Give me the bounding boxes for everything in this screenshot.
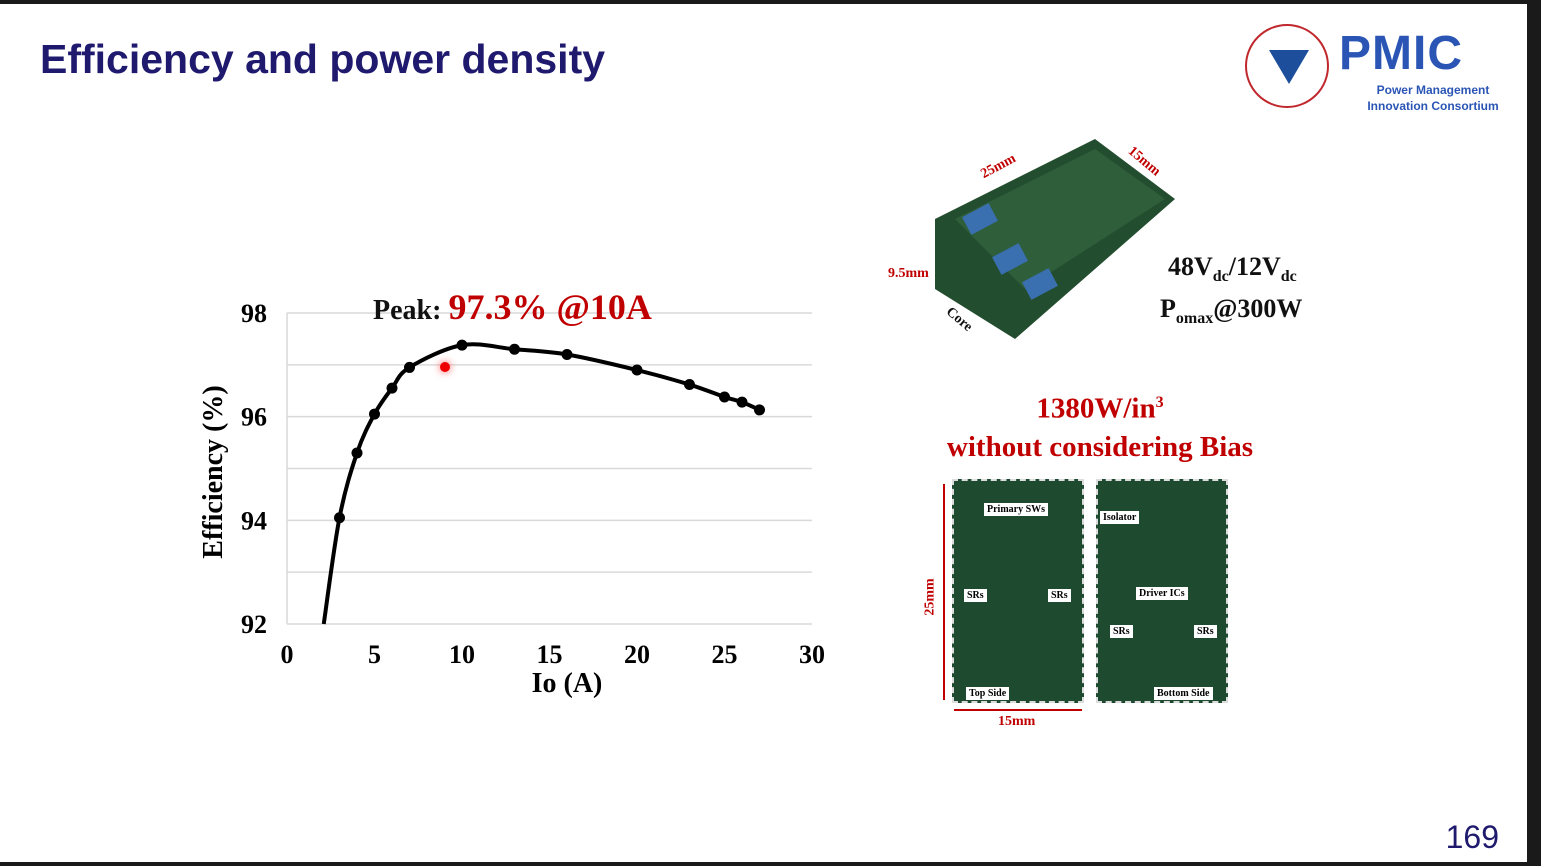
data-point	[369, 408, 380, 420]
data-point	[719, 391, 730, 403]
y-axis-label: Efficiency (%)	[198, 385, 229, 558]
y-tick-label: 92	[241, 610, 267, 639]
y-tick-label: 98	[241, 299, 267, 328]
data-point	[754, 404, 765, 416]
logo: PMIC Power Management Innovation Consorti…	[1245, 24, 1505, 114]
y-tick-label: 96	[241, 403, 267, 432]
slide: Efficiency and power density PMIC Power …	[0, 4, 1527, 862]
pmic-logo: PMIC	[1339, 27, 1463, 80]
slide-title: Efficiency and power density	[40, 36, 606, 82]
data-point	[351, 447, 363, 459]
efficiency-chart: 0 5 10 15 20 25 30 92 94 96 98 Io (A) Efficiency (…	[198, 299, 825, 699]
data-point	[631, 364, 643, 376]
data-point	[736, 396, 748, 408]
bottom-side-photo: Isolator Driver ICs SRs SRs Bottom Side	[1096, 479, 1228, 703]
x-tick-label: 25	[712, 640, 738, 669]
x-tick-label: 30	[799, 640, 825, 669]
photo-dim-height: 25mm	[922, 578, 938, 616]
data-point	[386, 382, 398, 394]
data-point	[509, 343, 520, 355]
data-point	[456, 339, 468, 351]
mouse-cursor	[440, 362, 450, 372]
y-tick-label: 94	[241, 506, 267, 535]
voltage-spec: 48Vdc/12Vdc	[1168, 252, 1297, 286]
x-tick-label: 5	[368, 640, 381, 669]
photo-dim-width: 15mm	[998, 714, 1036, 729]
x-tick-label: 0	[281, 640, 294, 669]
dim-height: 9.5mm	[888, 266, 929, 281]
data-point	[561, 348, 573, 360]
x-tick-label: 10	[449, 640, 475, 669]
x-tick-label: 15	[537, 640, 563, 669]
power-spec: Pomax@300W	[1160, 294, 1303, 328]
data-point	[334, 512, 345, 524]
pmic-subtitle: Power Management Innovation Consortium	[1367, 83, 1499, 113]
data-point	[684, 379, 695, 391]
top-side-photo: Primary SWs SRs SRs Top Side	[952, 479, 1084, 703]
converter-module-photo	[935, 139, 1175, 339]
height-arrow	[943, 484, 945, 700]
x-tick-label: 20	[624, 640, 650, 669]
page-number: 169	[1445, 819, 1499, 855]
data-point	[404, 361, 415, 373]
power-density: 1380W/in3 without considering Bias	[946, 392, 1254, 463]
x-axis-label: Io (A)	[532, 668, 603, 699]
zhejiang-university-seal	[1245, 24, 1329, 108]
peak-annotation: Peak: 97.3% @10A	[373, 287, 652, 327]
width-arrow	[954, 709, 1082, 711]
